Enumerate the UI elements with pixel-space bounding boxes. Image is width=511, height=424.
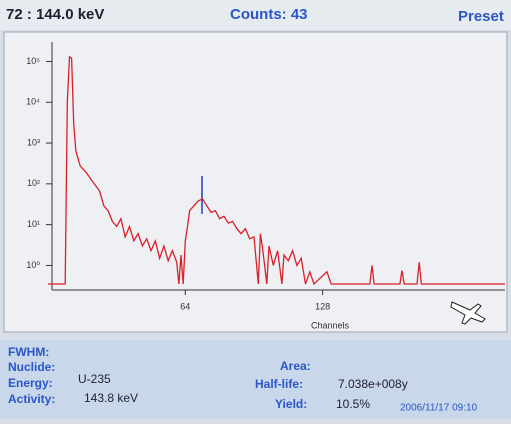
halflife-label: Half-life: [255, 377, 303, 391]
y-tick-label: 10⁴ [26, 97, 40, 107]
cursor-readout: 72 : 144.0 keV [6, 6, 104, 23]
activity-label: Activity: [8, 392, 55, 406]
yield-value: 10.5% [336, 397, 370, 411]
y-tick-label: 10² [27, 178, 40, 188]
x-tick-label: 64 [180, 301, 190, 311]
y-tick-label: 10⁰ [26, 260, 40, 270]
area-label: Area: [280, 359, 311, 373]
energy-label: Energy: [8, 376, 53, 390]
y-tick-label: 10⁵ [26, 56, 40, 66]
counts-readout: Counts: 43 [230, 6, 308, 23]
y-tick-label: 10¹ [27, 219, 40, 229]
plot-panel [4, 32, 507, 332]
nuclide-value: U-235 [78, 372, 111, 386]
nuclide-label: Nuclide: [8, 360, 55, 374]
y-tick-label: 10³ [27, 137, 40, 147]
yield-label: Yield: [275, 397, 307, 411]
x-tick-label: 128 [315, 301, 330, 311]
x-axis-label: Channels [311, 320, 350, 330]
preset-label[interactable]: Preset [458, 8, 504, 25]
screen: 72 : 144.0 keV Counts: 43 Preset FWHM: N… [0, 0, 511, 419]
energy-value: 143.8 keV [84, 391, 138, 405]
halflife-value: 7.038e+008y [338, 377, 408, 391]
fwhm-label: FWHM: [8, 345, 49, 359]
datetime: 2006/11/17 09:10 [400, 403, 478, 414]
